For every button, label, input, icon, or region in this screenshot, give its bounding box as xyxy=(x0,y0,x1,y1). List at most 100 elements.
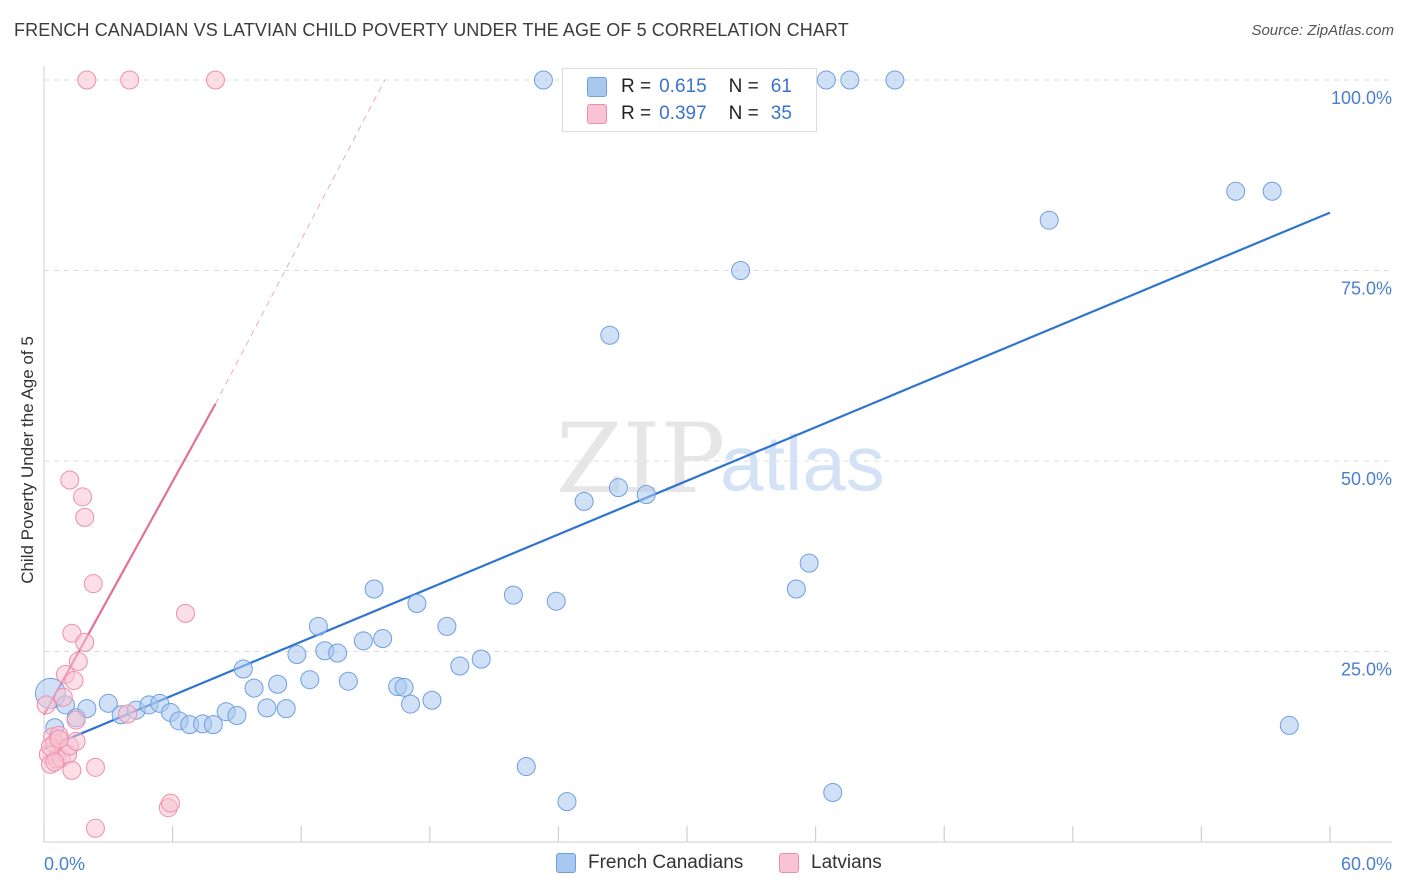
watermark: ZIP atlas xyxy=(556,403,885,515)
point-latvians xyxy=(49,729,69,749)
point-french-canadians xyxy=(401,694,421,714)
tick-labels: 100.0% 75.0% 50.0% 25.0% 0.0% 60.0% xyxy=(44,88,1392,874)
point-french-canadians xyxy=(276,699,296,719)
point-latvians xyxy=(85,818,105,838)
legend-n-value: 61 xyxy=(770,76,792,97)
legend-r-label: R = xyxy=(621,76,652,97)
point-french-canadians xyxy=(608,478,628,498)
point-french-canadians xyxy=(471,649,491,669)
point-french-canadians xyxy=(574,491,594,511)
point-french-canadians xyxy=(503,585,523,605)
series-swatch-pink xyxy=(779,853,799,873)
point-latvians xyxy=(62,760,82,780)
point-french-canadians xyxy=(1039,210,1059,230)
legend-swatch-blue xyxy=(587,77,607,97)
point-french-canadians xyxy=(799,553,819,573)
point-french-canadians xyxy=(840,70,860,90)
point-latvians xyxy=(66,731,86,751)
series-legend: French Canadians Latvians xyxy=(0,852,1406,876)
point-latvians xyxy=(175,603,195,623)
point-latvians xyxy=(64,670,84,690)
point-french-canadians xyxy=(816,70,836,90)
point-french-canadians xyxy=(268,674,288,694)
legend: R = 0.615 N = 61 R = 0.397 N = 35 xyxy=(562,68,817,132)
point-french-canadians xyxy=(338,671,358,691)
point-french-canadians xyxy=(203,715,223,735)
point-latvians xyxy=(85,757,105,777)
point-latvians xyxy=(120,70,140,90)
point-french-canadians xyxy=(233,659,253,679)
source-credit: Source: ZipAtlas.com xyxy=(1251,22,1394,39)
x-tick-label: 0.0% xyxy=(44,854,85,874)
y-tick-label: 25.0% xyxy=(1341,660,1392,680)
series-swatch-blue xyxy=(556,853,576,873)
legend-row-latvians: R = 0.397 N = 35 xyxy=(587,103,792,125)
point-french-canadians xyxy=(557,792,577,812)
point-french-canadians xyxy=(1226,181,1246,201)
point-french-canadians xyxy=(353,631,373,651)
series-legend-french-canadians: French Canadians xyxy=(556,852,743,874)
point-french-canadians xyxy=(373,629,393,649)
point-french-canadians xyxy=(786,579,806,599)
point-latvians xyxy=(68,651,88,671)
point-french-canadians xyxy=(600,325,620,345)
point-latvians xyxy=(53,687,73,707)
point-french-canadians xyxy=(227,706,247,726)
point-french-canadians xyxy=(328,643,348,663)
legend-r-value: 0.615 xyxy=(659,76,707,97)
point-french-canadians xyxy=(364,579,384,599)
point-french-canadians xyxy=(533,70,553,90)
point-french-canadians xyxy=(516,757,536,777)
chart-title: FRENCH CANADIAN VS LATVIAN CHILD POVERTY… xyxy=(14,20,849,40)
legend-n-label: N = xyxy=(728,76,759,97)
point-french-canadians xyxy=(823,782,843,802)
legend-r-value: 0.397 xyxy=(659,103,707,124)
point-latvians xyxy=(45,752,65,772)
series-legend-latvians: Latvians xyxy=(779,852,882,874)
point-latvians xyxy=(62,623,82,643)
point-french-canadians xyxy=(257,698,277,718)
point-latvians xyxy=(75,632,95,652)
point-french-canadians xyxy=(546,591,566,611)
point-latvians xyxy=(160,793,180,813)
gridlines xyxy=(44,79,1392,652)
series-label: French Canadians xyxy=(588,852,744,873)
point-latvians xyxy=(60,470,80,490)
point-latvians xyxy=(83,574,103,594)
point-french-canadians xyxy=(308,616,328,636)
point-french-canadians xyxy=(300,670,320,690)
point-latvians xyxy=(75,507,95,527)
point-french-canadians xyxy=(287,645,307,665)
point-french-canadians xyxy=(1262,181,1282,201)
legend-swatch-pink xyxy=(587,104,607,124)
y-tick-label: 75.0% xyxy=(1341,279,1392,299)
point-french-canadians xyxy=(885,70,905,90)
point-french-canadians xyxy=(394,677,414,697)
legend-r-label: R = xyxy=(621,103,652,124)
point-french-canadians xyxy=(1279,715,1299,735)
point-latvians xyxy=(77,70,97,90)
point-french-canadians xyxy=(244,678,264,698)
x-tick-label: 60.0% xyxy=(1341,854,1392,874)
point-french-canadians xyxy=(98,693,118,713)
legend-row-french-canadians: R = 0.615 N = 61 xyxy=(587,76,792,98)
point-latvians xyxy=(205,70,225,90)
point-french-canadians xyxy=(422,690,442,710)
point-french-canadians xyxy=(636,485,656,505)
y-tick-label: 50.0% xyxy=(1341,469,1392,489)
trend-line-french-canadians xyxy=(43,211,1331,751)
legend-n-label: N = xyxy=(728,103,759,124)
trend-line-latvians-extension xyxy=(215,79,386,405)
series-label: Latvians xyxy=(811,852,882,873)
y-tick-label: 100.0% xyxy=(1331,88,1392,108)
legend-n-value: 35 xyxy=(770,103,792,124)
point-latvians xyxy=(73,487,93,507)
point-french-canadians xyxy=(731,261,751,280)
point-latvians xyxy=(36,695,56,715)
point-french-canadians xyxy=(437,616,457,636)
point-latvians xyxy=(118,704,138,724)
point-french-canadians xyxy=(407,593,427,613)
point-latvians xyxy=(66,710,86,730)
point-french-canadians xyxy=(450,656,470,676)
